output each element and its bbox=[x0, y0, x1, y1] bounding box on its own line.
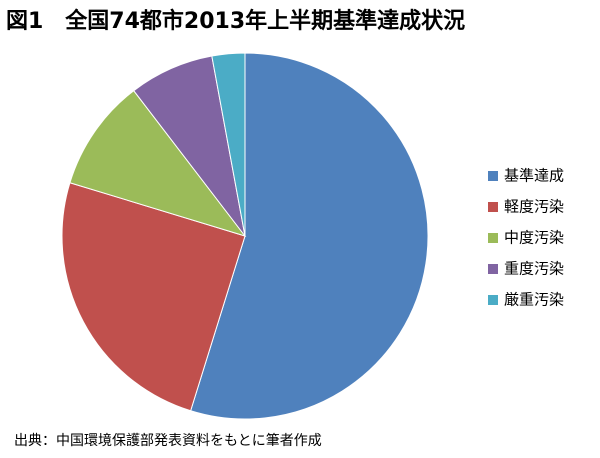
legend-swatch bbox=[488, 171, 498, 181]
legend-label: 基準達成 bbox=[504, 167, 564, 185]
legend-swatch bbox=[488, 295, 498, 305]
legend-swatch bbox=[488, 233, 498, 243]
chart-title: 図1 全国74都市2013年上半期基準達成状況 bbox=[6, 8, 465, 34]
legend-swatch bbox=[488, 202, 498, 212]
legend-label: 厳重汚染 bbox=[504, 291, 564, 309]
legend-label: 中度汚染 bbox=[504, 229, 564, 247]
pie-slice bbox=[211, 52, 246, 237]
legend-label: 重度汚染 bbox=[504, 260, 564, 278]
source-note: 出典：中国環境保護部発表資料をもとに筆者作成 bbox=[14, 433, 322, 449]
pie-slice bbox=[61, 182, 246, 412]
pie-slice bbox=[190, 52, 429, 420]
legend-label: 軽度汚染 bbox=[504, 198, 564, 216]
pie-slice bbox=[69, 89, 247, 237]
legend-swatch bbox=[488, 264, 498, 274]
